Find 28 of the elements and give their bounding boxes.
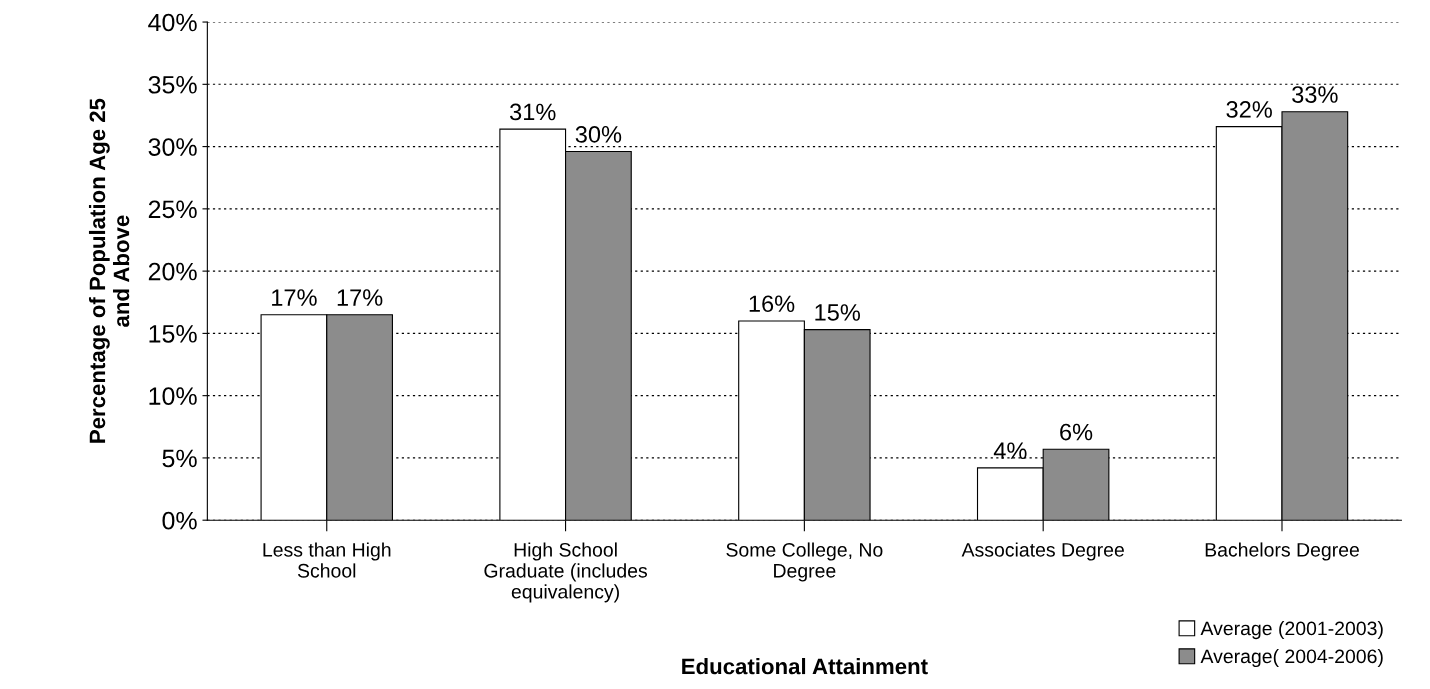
x-tick-label: Associates Degree xyxy=(961,542,1124,561)
data-label: 30% xyxy=(575,126,622,143)
x-tick-label: Bachelors Degree xyxy=(1205,542,1359,561)
y-tick-label: 35% xyxy=(148,75,197,94)
y-tick-label: 25% xyxy=(148,200,197,219)
y-tick-label: 20% xyxy=(148,262,197,281)
y-tick-label: 30% xyxy=(148,138,197,156)
data-label: 17% xyxy=(272,289,317,306)
x-axis-title: Educational Attainment xyxy=(682,657,928,675)
data-label: 15% xyxy=(815,304,860,321)
legend-label: Average( 2004-2006) xyxy=(1200,648,1383,668)
data-label: 17% xyxy=(337,289,383,306)
legend-label: Average (2001-2003) xyxy=(1200,621,1383,640)
x-tick-label: High School Graduate (includes equivalency) xyxy=(484,542,648,603)
y-tick-label: 5% xyxy=(162,449,197,468)
x-tick-label: Less than High School xyxy=(263,542,391,578)
y-tick-label: 40% xyxy=(148,13,197,32)
y-tick-label: 0% xyxy=(162,511,197,530)
data-label: 16% xyxy=(749,295,795,313)
data-label: 4% xyxy=(993,442,1027,459)
data-label: 6% xyxy=(1060,423,1093,441)
data-label: 31% xyxy=(510,103,556,121)
y-tick-label: 10% xyxy=(149,387,197,405)
x-tick-label: Some College, No Degree xyxy=(726,542,883,582)
data-label: 32% xyxy=(1226,101,1272,118)
y-axis-title: Percentage of Population Age 25 and Above xyxy=(88,98,130,443)
y-tick-label: 15% xyxy=(149,325,197,343)
data-label: 33% xyxy=(1292,86,1338,103)
